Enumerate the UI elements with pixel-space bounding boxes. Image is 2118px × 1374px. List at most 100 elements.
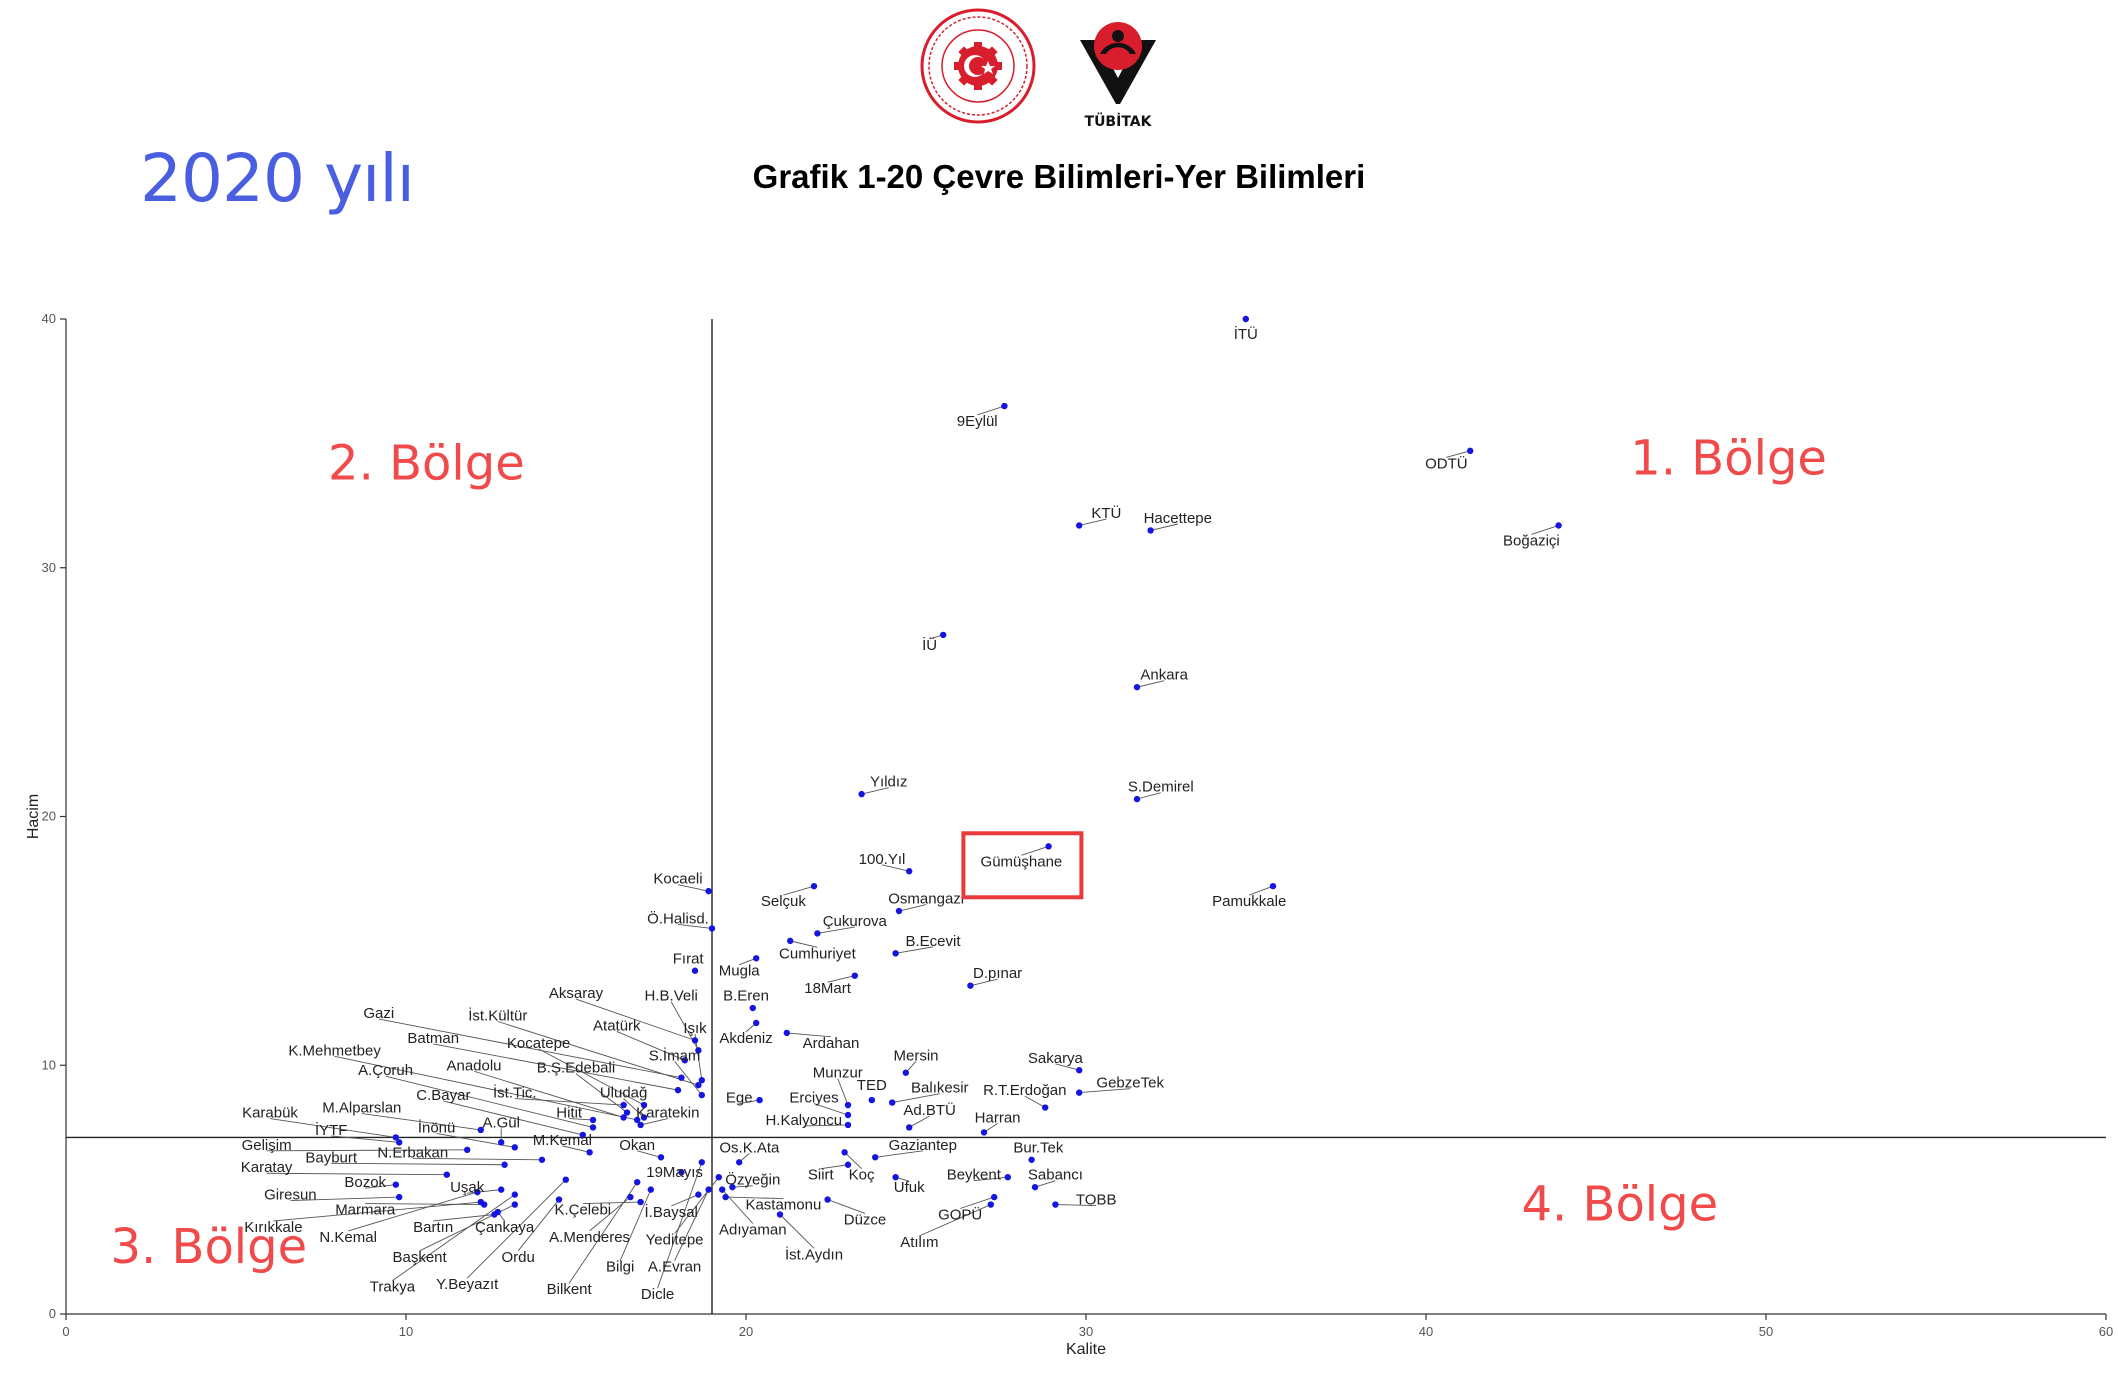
point-b-eren bbox=[749, 1004, 756, 1012]
point-isik bbox=[698, 1076, 705, 1084]
leader-line-a-evran bbox=[674, 1189, 710, 1261]
leader-line-kocatepe bbox=[538, 1048, 645, 1106]
tubitak-logo-text: TÜBİTAK bbox=[1085, 112, 1153, 130]
point-label-marmara: Marmara bbox=[335, 1202, 396, 1219]
region-labels: 1. Bölge 2. Bölge 3. Bölge 4. Bölge bbox=[110, 430, 1826, 1275]
point-karabuk bbox=[392, 1134, 399, 1141]
point-label-b-eren: B.Eren bbox=[723, 988, 769, 1005]
point-ordu bbox=[555, 1196, 563, 1203]
point-kocaeli bbox=[705, 887, 712, 895]
point-bur-tek bbox=[1028, 1156, 1035, 1163]
point-label-pamukkale: Pamukkale bbox=[1212, 893, 1286, 910]
leader-line-iytf bbox=[331, 1135, 400, 1143]
point-label-ufuk: Ufuk bbox=[894, 1179, 925, 1196]
point-label-cumhuriyet: Cumhuriyet bbox=[779, 945, 857, 962]
leader-line-m-kemal bbox=[562, 1145, 590, 1153]
point-label-hitit: Hitit bbox=[556, 1105, 583, 1122]
leader-line-s-imam bbox=[674, 1061, 703, 1096]
point-label-giresun: Giresun bbox=[264, 1187, 317, 1204]
point-label-bogazici: Boğaziçi bbox=[1503, 532, 1560, 549]
point-adiyaman bbox=[719, 1186, 726, 1193]
leader-line-k-mehmetbey bbox=[334, 1055, 638, 1121]
chart-title: Grafik 1-20 Çevre Bilimleri-Yer Bilimler… bbox=[752, 158, 1366, 195]
point-label-beykent: Beykent bbox=[947, 1167, 1002, 1184]
leader-line-karabuk bbox=[269, 1118, 396, 1138]
point-label-karatekin: Karatekin bbox=[636, 1105, 699, 1122]
point-label-okan: Okan bbox=[619, 1137, 655, 1154]
point-label-s-demirel: S.Demirel bbox=[1128, 779, 1194, 796]
point-label-dicle: Dicle bbox=[641, 1286, 674, 1303]
point-label-gebzetek: GebzeTek bbox=[1096, 1075, 1164, 1092]
point-label-bartin: Bartın bbox=[413, 1219, 453, 1236]
leader-line-bilkent bbox=[568, 1181, 638, 1284]
point-pamukkale bbox=[1269, 882, 1277, 890]
point-siirt bbox=[844, 1161, 852, 1168]
point-label-mugla: Mugla bbox=[719, 963, 761, 980]
point-a-evran bbox=[705, 1186, 712, 1193]
point-label-kocatepe: Kocatepe bbox=[507, 1035, 570, 1052]
point-sabanci bbox=[1031, 1183, 1039, 1191]
leader-line-dicle bbox=[657, 1162, 703, 1289]
leader-line-ozyegin bbox=[732, 1185, 753, 1188]
point-uludag bbox=[640, 1114, 648, 1121]
point-label-inonu: İnönü bbox=[418, 1118, 456, 1136]
point-balikesir bbox=[889, 1099, 896, 1106]
point-label-usak: Uşak bbox=[450, 1179, 485, 1196]
leader-line-18mart bbox=[827, 975, 855, 983]
point-usak bbox=[498, 1186, 505, 1193]
point-kocatepe bbox=[640, 1101, 648, 1109]
point-label-s-imam: S.İmam bbox=[649, 1046, 701, 1064]
point-iytf bbox=[396, 1139, 403, 1146]
x-tick-label: 50 bbox=[1759, 1324, 1773, 1339]
leader-line-ordu bbox=[517, 1199, 560, 1252]
point-label-adiyaman: Adıyaman bbox=[719, 1221, 787, 1238]
point-batman bbox=[674, 1086, 682, 1094]
axes: 0 10 20 30 40 50 60 0 10 20 30 40 bbox=[42, 311, 2114, 1339]
point-label-y-beyazit: Y.Beyazıt bbox=[436, 1276, 499, 1293]
leader-line-o-halisd bbox=[677, 924, 713, 929]
leader-line-a-coruh bbox=[385, 1075, 594, 1128]
leader-line-yeditepe bbox=[674, 1176, 720, 1234]
point-label-gumushane: Gümüşhane bbox=[981, 853, 1063, 870]
point-trakya bbox=[511, 1191, 518, 1198]
point-n-erbakan bbox=[538, 1156, 546, 1163]
point-labels: İTÜ 9Eylül ODTÜ Boğaziçi KTÜ Hacettepe İÜ Ankar… bbox=[241, 325, 1560, 1303]
point-100-yil bbox=[906, 868, 913, 875]
point-duzce bbox=[824, 1196, 831, 1203]
point-harran bbox=[980, 1129, 988, 1136]
point-label-bilgi: Bilgi bbox=[606, 1259, 634, 1276]
point-19mayis bbox=[678, 1169, 685, 1176]
leader-line-koc bbox=[844, 1151, 862, 1170]
leader-line-bogazici bbox=[1531, 525, 1559, 535]
point-ankara bbox=[1133, 683, 1141, 691]
point-label-anadolu: Anadolu bbox=[446, 1057, 501, 1074]
point-okan bbox=[657, 1154, 665, 1161]
y-axis-label: Hacim bbox=[25, 794, 42, 839]
point-label-kastamonu: Kastamonu bbox=[745, 1197, 821, 1214]
leader-line-cumhuriyet bbox=[790, 940, 818, 948]
point-bozok bbox=[392, 1181, 399, 1188]
point-hacettepe bbox=[1147, 527, 1154, 534]
leader-line-y-beyazit bbox=[466, 1179, 567, 1279]
point-yildiz bbox=[858, 790, 865, 798]
point-label-munzur: Munzur bbox=[813, 1065, 863, 1082]
x-tick-label: 30 bbox=[1079, 1324, 1093, 1339]
point-karatekin bbox=[637, 1121, 644, 1129]
region-label-4-bolge: 4. Bölge bbox=[1521, 1177, 1718, 1233]
point-label-n-erbakan: N.Erbakan bbox=[377, 1144, 448, 1161]
point-gazi bbox=[678, 1074, 685, 1081]
data-points bbox=[392, 315, 1562, 1218]
point-hitit bbox=[589, 1116, 597, 1124]
leader-line-9eylul bbox=[977, 405, 1005, 416]
point-gelisim bbox=[464, 1146, 471, 1154]
tubitak-logo: TÜBİTAK bbox=[1078, 14, 1158, 130]
leader-line-n-kemal bbox=[348, 1191, 478, 1232]
point-bogazici bbox=[1555, 522, 1562, 529]
point-ozyegin bbox=[729, 1183, 736, 1191]
point-label-ozyegin: Özyeğin bbox=[725, 1171, 780, 1189]
leader-line-uludag bbox=[623, 1098, 645, 1118]
point-s-imam bbox=[698, 1091, 705, 1099]
point-o-halisd bbox=[708, 925, 716, 932]
point-kastamonu bbox=[722, 1193, 729, 1201]
